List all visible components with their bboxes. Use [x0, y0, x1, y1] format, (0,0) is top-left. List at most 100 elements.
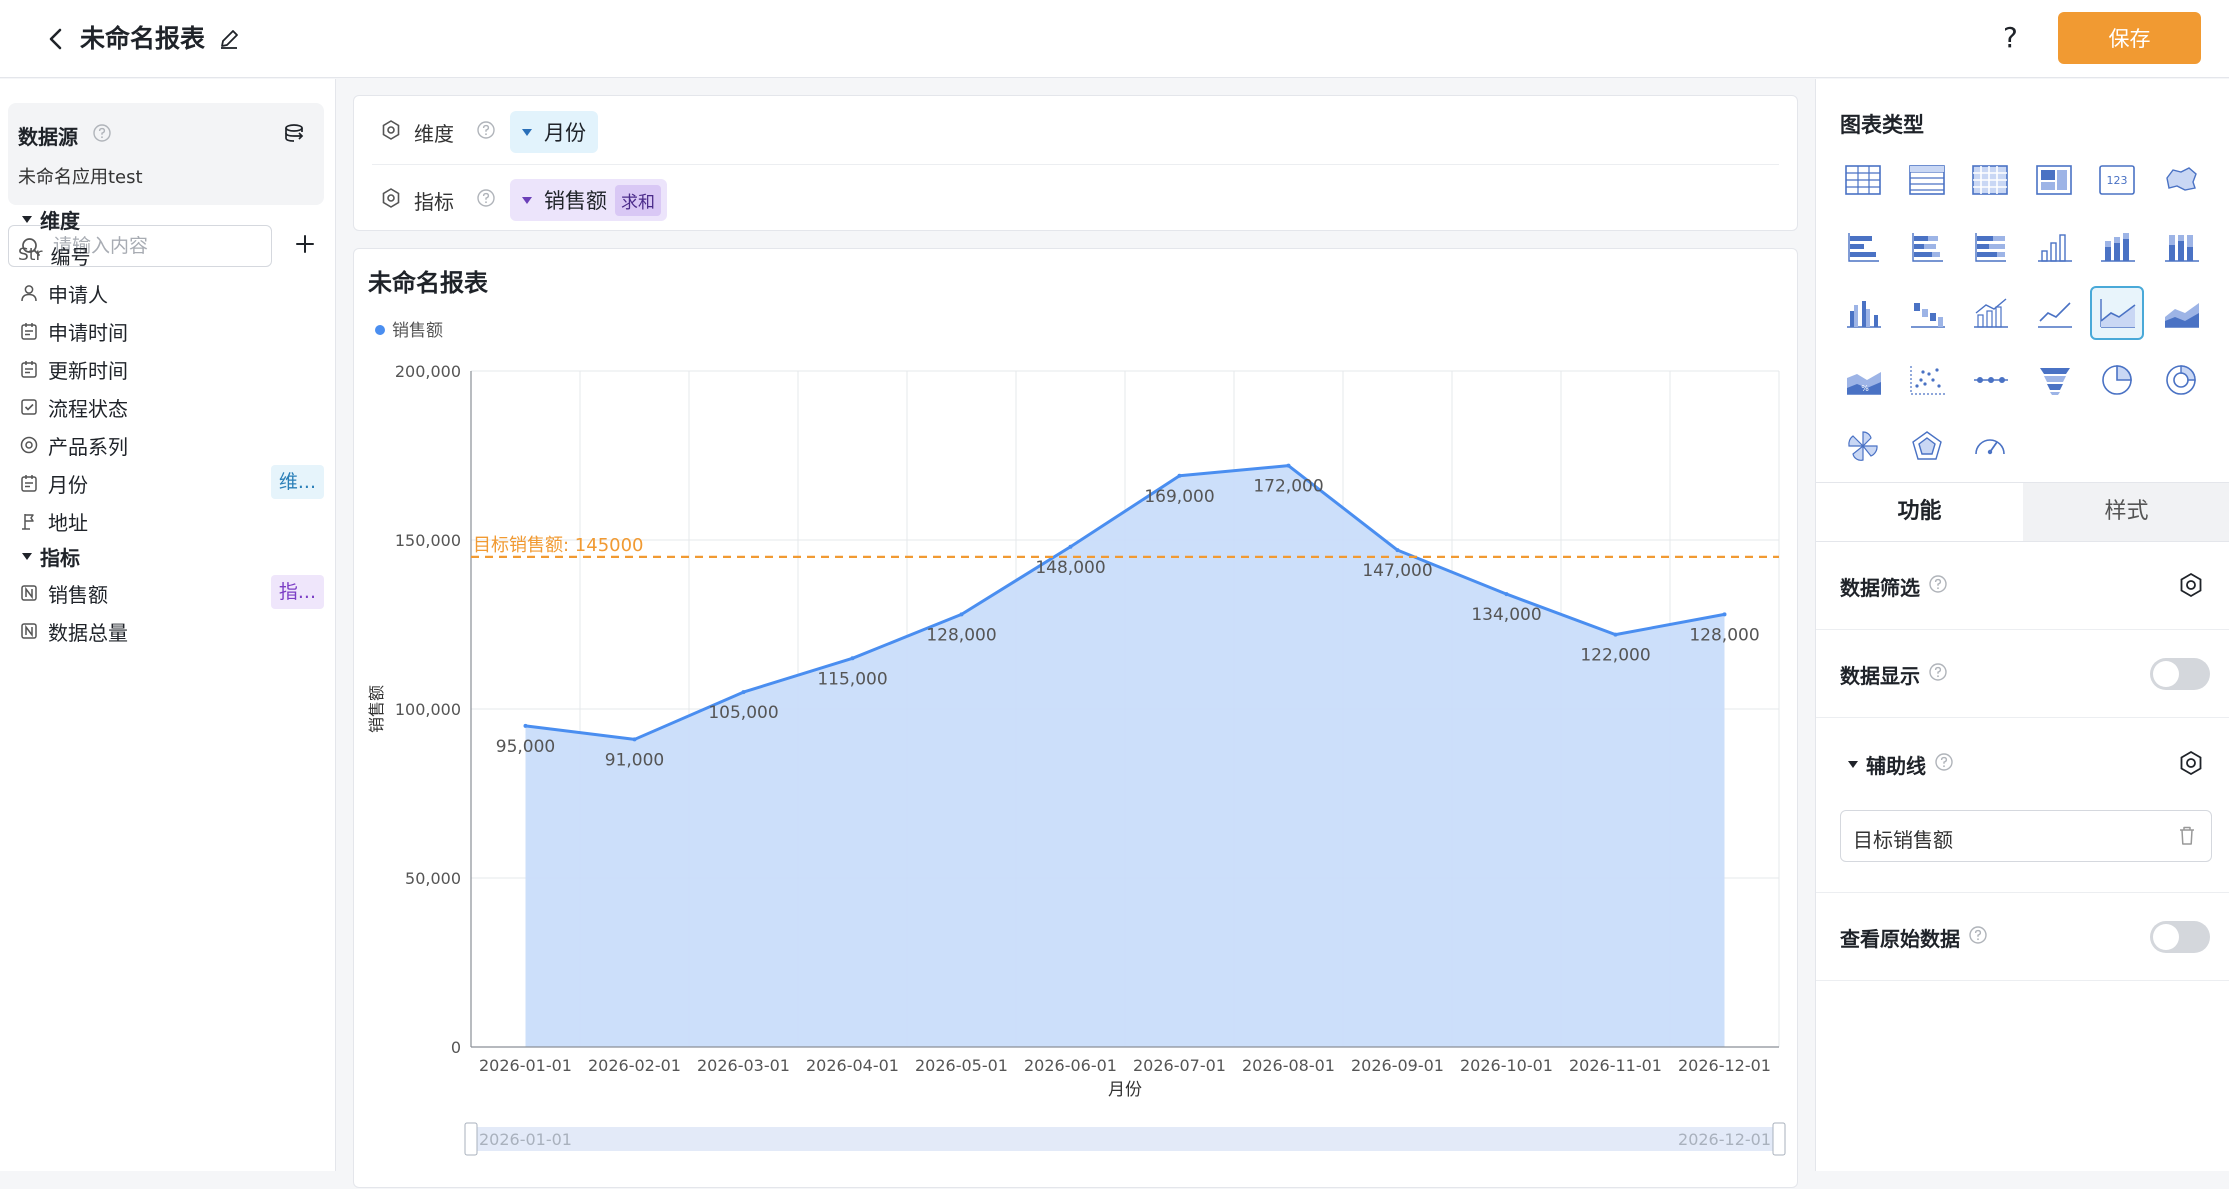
bar-line-icon[interactable]: [1963, 286, 2017, 340]
zoom-slider-handle-start[interactable]: [464, 1122, 478, 1156]
zoom-slider-handle-end[interactable]: [1772, 1122, 1786, 1156]
aux-line-item[interactable]: 目标销售额: [1840, 810, 2212, 862]
detail-table-icon[interactable]: [1900, 153, 1954, 207]
y-axis-title: 销售额: [367, 685, 386, 733]
data-label: 95,000: [496, 737, 555, 757]
y-tick-label: 100,000: [395, 700, 461, 719]
settings-tabs: 功能 样式: [1816, 482, 2229, 542]
kpi-number-icon[interactable]: 123: [2090, 153, 2144, 207]
y-tick-label: 200,000: [395, 362, 461, 381]
field-item-update-time[interactable]: 更新时间: [18, 349, 324, 389]
circle-target-icon: [18, 434, 40, 456]
table-icon[interactable]: [1836, 153, 1890, 207]
calendar-icon: [18, 358, 40, 380]
help-circle-icon[interactable]: [1928, 662, 1948, 687]
tab-function[interactable]: 功能: [1816, 483, 2023, 541]
area-fill: [525, 465, 1725, 1047]
add-field-icon[interactable]: [290, 229, 320, 259]
tab-style[interactable]: 样式: [2023, 483, 2229, 541]
data-display-toggle[interactable]: [2150, 658, 2210, 690]
data-display-row: 数据显示: [1816, 630, 2229, 718]
y-tick-label: 0: [451, 1038, 461, 1057]
help-circle-icon[interactable]: [1934, 752, 1954, 777]
data-point: [850, 656, 855, 661]
x-tick-label: 2026-07-01: [1133, 1056, 1226, 1075]
area-stacked-icon[interactable]: [2154, 286, 2208, 340]
chart-config-panel: 维度 月份 指标 销售额 求和: [353, 95, 1798, 231]
field-item-address[interactable]: 地址: [18, 501, 324, 541]
bar-percent-icon[interactable]: [2154, 220, 2208, 274]
indicator-section-label: 指标: [40, 546, 80, 570]
aux-line-label[interactable]: 辅助线: [1840, 750, 1954, 779]
help-button[interactable]: ?: [2003, 21, 2018, 54]
funnel-icon[interactable]: [2027, 353, 2081, 407]
bar-stacked-icon[interactable]: [2090, 220, 2144, 274]
field-item-apply-time[interactable]: 申请时间: [18, 311, 324, 351]
help-circle-icon[interactable]: [476, 120, 496, 144]
location-icon: [18, 510, 40, 532]
aux-line-text: 辅助线: [1866, 754, 1926, 778]
raw-data-label: 查看原始数据: [1840, 923, 1988, 952]
indicator-pill-sales[interactable]: 销售额 求和: [510, 179, 667, 221]
field-item-total-count[interactable]: 数据总量: [18, 611, 324, 651]
donut-icon[interactable]: [2154, 353, 2208, 407]
bar-grouped-icon[interactable]: [1836, 286, 1890, 340]
data-label: 122,000: [1580, 646, 1650, 666]
caret-down-icon: [22, 553, 32, 560]
x-tick-label: 2026-09-01: [1351, 1056, 1444, 1075]
aux-line-item-label: 目标销售额: [1853, 828, 1953, 852]
help-circle-icon[interactable]: [1928, 574, 1948, 599]
gauge-icon[interactable]: [1963, 419, 2017, 473]
bar-horizontal-icon[interactable]: [1836, 220, 1890, 274]
scatter-icon[interactable]: [1900, 353, 1954, 407]
aux-line-row: 辅助线 目标销售额: [1816, 718, 2229, 893]
database-switch-icon[interactable]: [282, 121, 308, 151]
field-item-sales[interactable]: 销售额 指...: [18, 573, 324, 613]
card-icon[interactable]: [2027, 153, 2081, 207]
field-item-id[interactable]: Str 编号: [18, 235, 324, 275]
field-item-applicant[interactable]: 申请人: [18, 273, 324, 313]
field-item-product-series[interactable]: 产品系列: [18, 425, 324, 465]
help-circle-icon[interactable]: [92, 123, 112, 147]
raw-data-toggle[interactable]: [2150, 921, 2210, 953]
back-icon[interactable]: [40, 22, 70, 56]
dimension-section-header[interactable]: 维度: [22, 205, 80, 234]
rose-chart-icon[interactable]: [1836, 419, 1890, 473]
indicator-section-header[interactable]: 指标: [22, 542, 80, 571]
bar-horizontal-percent-icon[interactable]: [1963, 220, 2017, 274]
field-item-month[interactable]: 月份 维...: [18, 463, 324, 503]
timeline-icon[interactable]: [1963, 353, 2017, 407]
calendar-icon: [18, 320, 40, 342]
dimension-config-label: 维度: [414, 121, 454, 146]
x-tick-label: 2026-01-01: [479, 1056, 572, 1075]
gear-icon[interactable]: [2178, 750, 2204, 780]
dimension-pill-month[interactable]: 月份: [510, 111, 598, 153]
checkbox-icon: [18, 396, 40, 418]
pivot-table-icon[interactable]: [1963, 153, 2017, 207]
data-point: [1177, 473, 1182, 478]
save-button[interactable]: 保存: [2058, 12, 2201, 64]
search-input[interactable]: [51, 232, 261, 260]
field-item-flow-status[interactable]: 流程状态: [18, 387, 324, 427]
bar-icon[interactable]: [2027, 220, 2081, 274]
help-circle-icon[interactable]: [1968, 925, 1988, 950]
data-point: [1068, 544, 1073, 549]
line-icon[interactable]: [2027, 286, 2081, 340]
help-circle-icon[interactable]: [476, 188, 496, 212]
pie-icon[interactable]: [2090, 353, 2144, 407]
search-icon: [21, 237, 41, 261]
area-icon[interactable]: [2090, 286, 2144, 340]
gear-icon[interactable]: [2178, 572, 2204, 602]
indicator-pill-label: 销售额: [544, 189, 607, 213]
radar-icon[interactable]: [1900, 419, 1954, 473]
map-icon[interactable]: [2154, 153, 2208, 207]
waterfall-icon[interactable]: [1900, 286, 1954, 340]
svg-text:123: 123: [2107, 174, 2128, 187]
field-label: 销售额: [48, 582, 108, 607]
data-display-label: 数据显示: [1840, 660, 1948, 689]
aggregation-tag[interactable]: 求和: [615, 184, 661, 216]
bar-horizontal-stacked-icon[interactable]: [1900, 220, 1954, 274]
edit-title-icon[interactable]: [216, 26, 242, 52]
trash-icon[interactable]: [2177, 825, 2197, 851]
area-percent-icon[interactable]: %: [1836, 353, 1890, 407]
